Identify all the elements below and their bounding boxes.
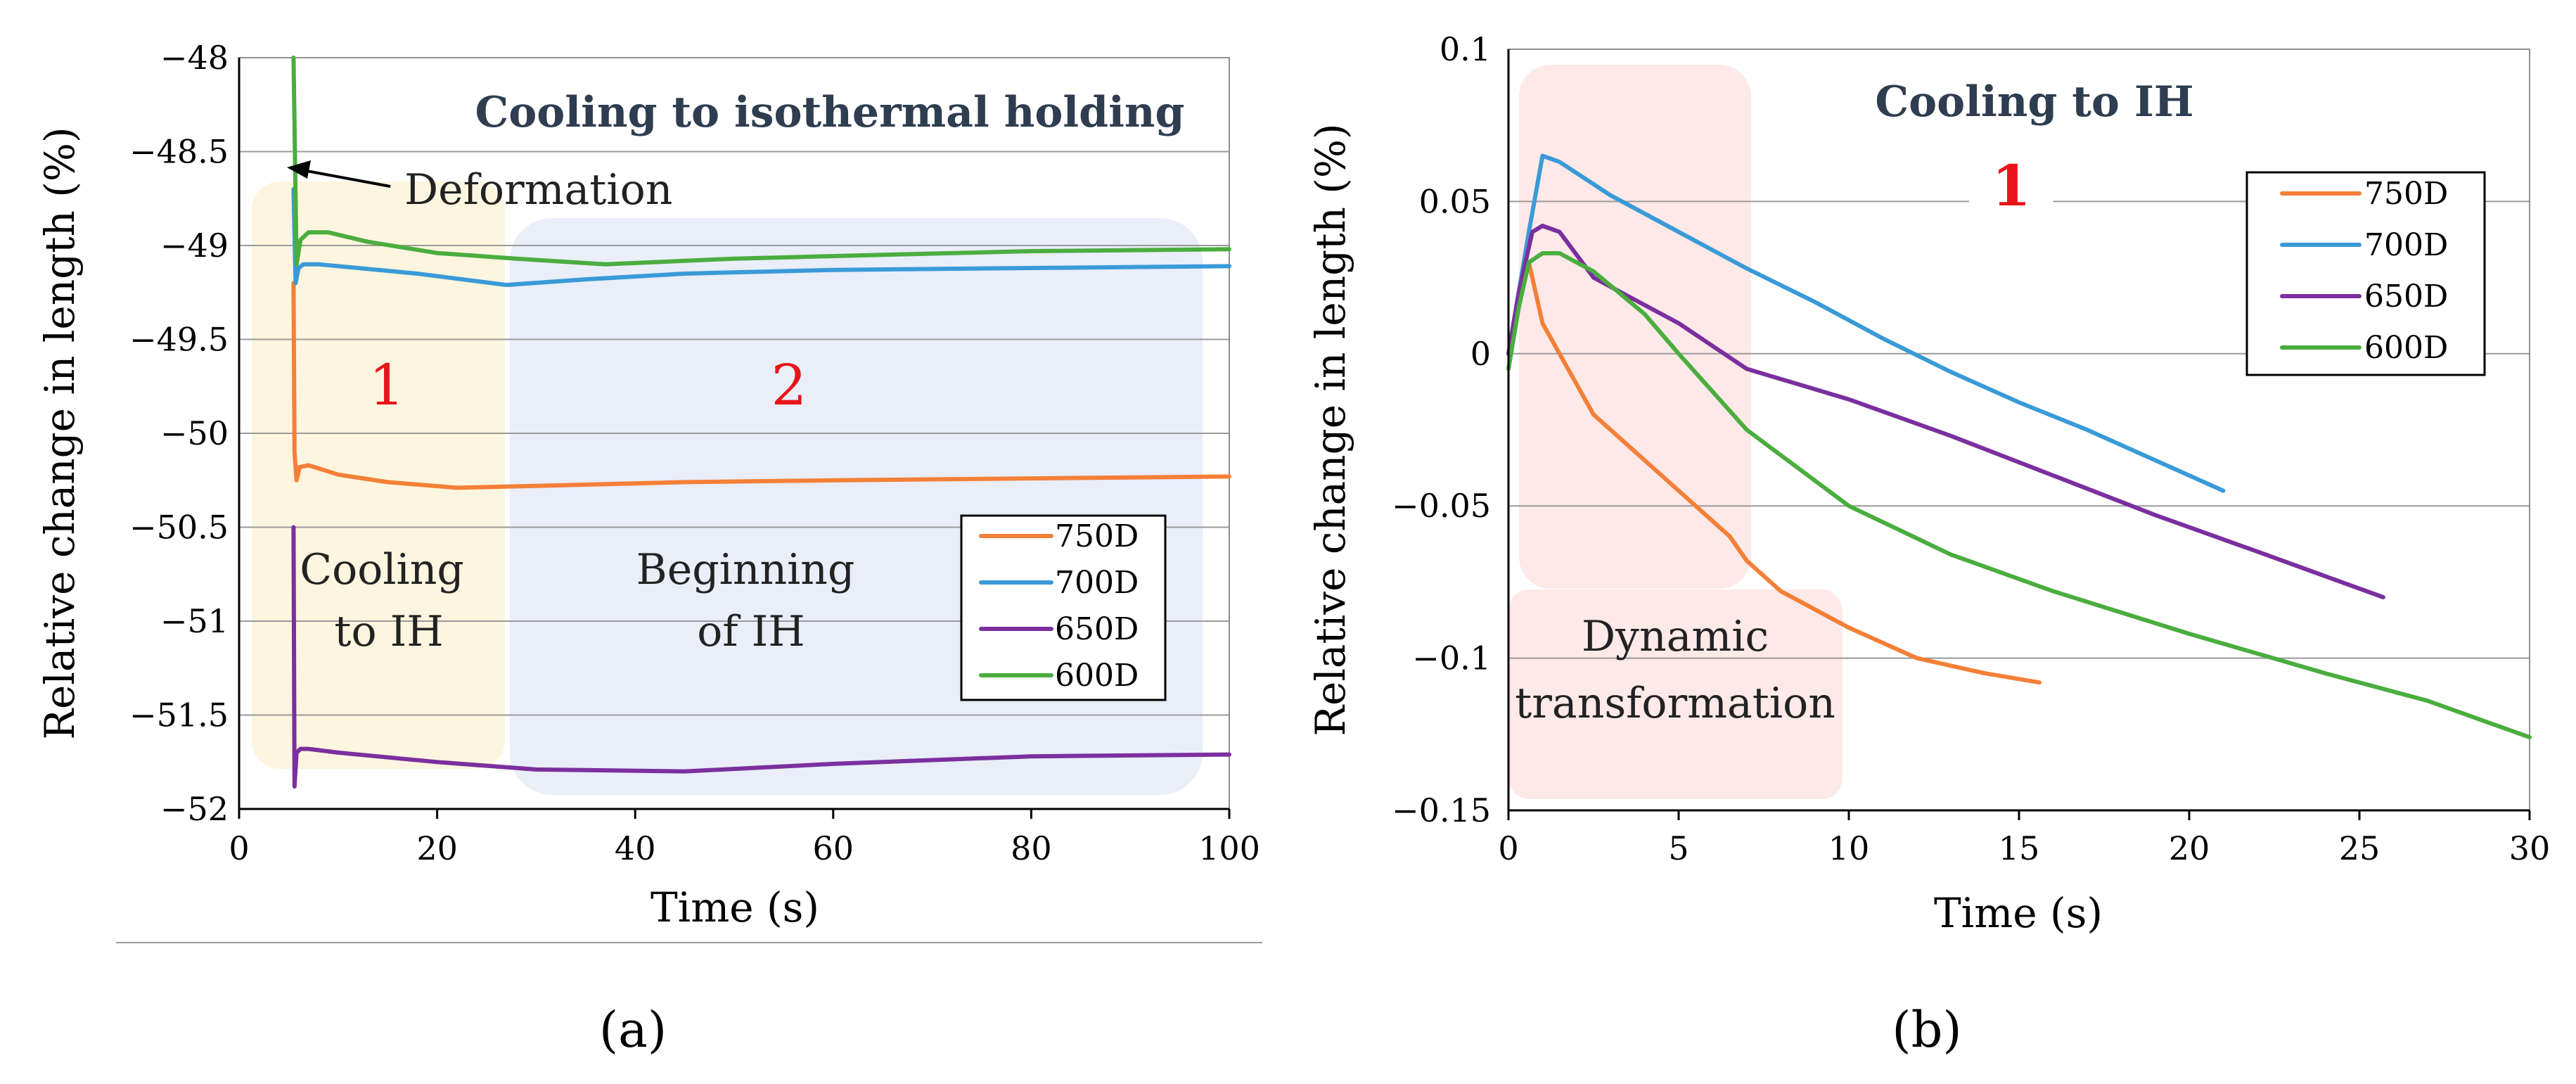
legend: 750D 700D 650D 600D (2245, 171, 2486, 376)
y-tick-label: −0.15 (1392, 791, 1491, 829)
deformation-arrow-shaft (295, 167, 391, 188)
region-label-2: 2 (771, 352, 807, 418)
legend-box (960, 514, 1167, 701)
y-tick-label: −49 (160, 227, 229, 264)
x-tick-labels: 0 5 10 15 20 25 30 (1498, 810, 2550, 867)
y-axis-label: Relative change in length (%) (1307, 123, 1354, 736)
y-axis-label: Relative change in length (%) (36, 127, 84, 739)
x-tick-label: 15 (1999, 829, 2040, 867)
x-tick-labels: 0 20 40 60 80 100 (229, 809, 1260, 867)
annotation-cooling-line1: Cooling (300, 545, 464, 594)
y-tick-label: −49.5 (129, 321, 229, 359)
y-tick-label: −48.5 (129, 133, 229, 171)
y-tick-labels: 0.1 0.05 0 −0.05 −0.1 −0.15 (1392, 30, 1491, 829)
x-tick-label: 0 (229, 829, 249, 867)
x-tick-label: 5 (1668, 829, 1689, 867)
chart-title: Cooling to isothermal holding (475, 88, 1185, 137)
series-line-600d (1506, 251, 2532, 740)
annotation-deformation: Deformation (404, 165, 672, 215)
legend-label-600d: 600D (1055, 658, 1139, 694)
series-lines (291, 56, 1231, 789)
region-label-1: 1 (1992, 153, 2031, 219)
deformation-arrowhead-icon (287, 160, 311, 179)
series-line-750d (1506, 260, 2042, 685)
x-tick-label: 20 (416, 829, 458, 867)
region-1-shade (1519, 65, 1751, 589)
y-tick-label: 0 (1470, 335, 1491, 373)
y-tick-label: −50.5 (129, 509, 229, 547)
panel-a: −48 −48.5 −49 −49.5 −50 −50.5 −51 −51.5 −52 0 20 4… (36, 39, 1262, 1059)
legend-label-650d: 650D (2364, 279, 2448, 314)
series-lines (1506, 153, 2532, 740)
y-tick-label: −0.1 (1412, 639, 1491, 677)
title-backdrop (1871, 67, 2222, 130)
x-tick-label: 30 (2509, 829, 2551, 867)
y-tick-label: 0.05 (1419, 182, 1491, 220)
legend-label-650d: 650D (1055, 611, 1139, 647)
series-line-600d (291, 56, 1231, 267)
x-axis-label: Time (s) (1934, 889, 2103, 937)
series-line-750d (291, 281, 1231, 490)
region-cooling-shade (252, 181, 505, 769)
x-tick-label: 25 (2339, 829, 2380, 867)
annotation-beginning-line1: Beginning (636, 545, 855, 594)
x-axis-label: Time (s) (651, 884, 819, 931)
y-tick-label: −0.05 (1392, 487, 1491, 525)
chart-title: Cooling to IH (1875, 77, 2193, 127)
legend-label-600d: 600D (2364, 330, 2448, 366)
x-tick-label: 80 (1011, 829, 1052, 867)
annotation-cooling-line2: to IH (334, 607, 443, 656)
x-tick-label: 20 (2169, 829, 2210, 867)
series-line-650d (291, 525, 1231, 789)
annotation-beginning-line2: of IH (697, 607, 805, 656)
x-tick-label: 10 (1828, 829, 1870, 867)
region-label-1: 1 (369, 352, 405, 418)
annotation-dynamic-line1: Dynamic (1582, 612, 1769, 661)
y-tick-label: 0.1 (1440, 30, 1491, 68)
legend-label-700d: 700D (1055, 565, 1139, 601)
panel-label-a: (a) (599, 1001, 667, 1059)
y-tick-label: −51.5 (129, 696, 229, 734)
panel-b: 0.1 0.05 0 −0.05 −0.1 −0.15 0 5 10 15 20 25 30 Cool… (1307, 30, 2550, 1059)
y-tick-label: −52 (160, 790, 229, 828)
title-backdrop (464, 81, 1196, 148)
legend-label-750d: 750D (2364, 176, 2448, 212)
series-line-650d (1506, 224, 2385, 599)
legend: 750D 700D 650D 600D (960, 514, 1167, 701)
series-line-700d (1506, 153, 2226, 493)
y-tick-labels: −48 −48.5 −49 −49.5 −50 −50.5 −51 −51.5 −52 (129, 39, 229, 828)
legend-label-750d: 750D (1055, 518, 1139, 554)
x-tick-label: 60 (813, 829, 854, 867)
x-tick-label: 0 (1498, 829, 1518, 867)
legend-label-700d: 700D (2364, 227, 2448, 263)
legend-box (2245, 171, 2486, 376)
y-tick-label: −50 (160, 414, 229, 452)
region-dynamic-shade (1508, 589, 1843, 799)
y-gridlines (239, 151, 1229, 716)
x-tick-label: 100 (1198, 829, 1260, 867)
panel-label-b: (b) (1892, 1001, 1961, 1059)
region-beginning-shade (510, 218, 1203, 795)
region-1-backdrop (1969, 158, 2053, 222)
x-tick-label: 40 (615, 829, 656, 867)
series-line-700d (291, 186, 1231, 288)
y-tick-label: −51 (160, 602, 229, 640)
y-tick-label: −48 (160, 39, 229, 77)
annotation-dynamic-line2: transformation (1515, 679, 1835, 728)
